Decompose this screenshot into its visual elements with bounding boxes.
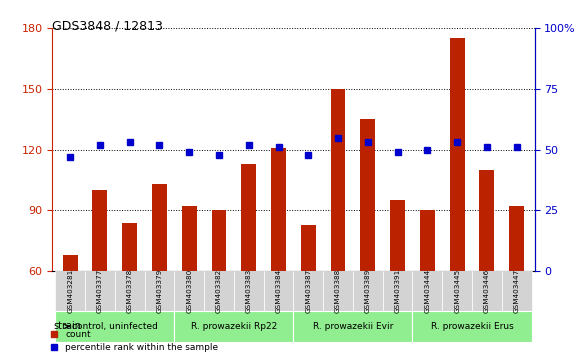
FancyBboxPatch shape <box>502 271 532 310</box>
Bar <box>301 224 315 271</box>
Bar <box>241 164 256 271</box>
Text: GSM403447: GSM403447 <box>514 269 519 313</box>
FancyBboxPatch shape <box>174 271 204 310</box>
Text: GSM403384: GSM403384 <box>275 269 282 313</box>
Text: GDS3848 / 12813: GDS3848 / 12813 <box>52 19 163 33</box>
Text: GSM403281: GSM403281 <box>67 269 73 313</box>
Bar <box>509 206 524 271</box>
Text: GSM403377: GSM403377 <box>97 269 103 313</box>
Text: strain: strain <box>54 321 82 331</box>
Bar <box>211 210 227 271</box>
Bar <box>450 39 465 271</box>
Bar <box>390 200 405 271</box>
Bar <box>479 170 494 271</box>
Bar <box>122 223 137 271</box>
Legend: count, percentile rank within the sample: count, percentile rank within the sample <box>47 326 222 354</box>
Text: R. prowazekii Evir: R. prowazekii Evir <box>313 322 393 331</box>
FancyBboxPatch shape <box>293 310 413 342</box>
Bar <box>63 255 78 271</box>
FancyBboxPatch shape <box>204 271 234 310</box>
FancyBboxPatch shape <box>472 271 502 310</box>
Text: GSM403379: GSM403379 <box>156 269 163 313</box>
FancyBboxPatch shape <box>264 271 293 310</box>
FancyBboxPatch shape <box>115 271 145 310</box>
FancyBboxPatch shape <box>234 271 264 310</box>
Text: R. prowazekii Rp22: R. prowazekii Rp22 <box>191 322 277 331</box>
Text: GSM403446: GSM403446 <box>484 269 490 313</box>
Bar <box>271 148 286 271</box>
FancyBboxPatch shape <box>55 271 85 310</box>
FancyBboxPatch shape <box>55 310 174 342</box>
FancyBboxPatch shape <box>383 271 413 310</box>
Bar <box>182 206 196 271</box>
FancyBboxPatch shape <box>174 310 293 342</box>
Text: GSM403389: GSM403389 <box>365 269 371 313</box>
Text: control, uninfected: control, uninfected <box>72 322 157 331</box>
Text: GSM403387: GSM403387 <box>305 269 311 313</box>
Text: GSM403383: GSM403383 <box>246 269 252 313</box>
FancyBboxPatch shape <box>353 271 383 310</box>
FancyBboxPatch shape <box>85 271 115 310</box>
Bar <box>420 210 435 271</box>
Text: R. prowazekii Erus: R. prowazekii Erus <box>431 322 514 331</box>
FancyBboxPatch shape <box>413 310 532 342</box>
Bar <box>92 190 107 271</box>
FancyBboxPatch shape <box>145 271 174 310</box>
Bar <box>152 184 167 271</box>
Text: GSM403380: GSM403380 <box>187 269 192 313</box>
Text: GSM403382: GSM403382 <box>216 269 222 313</box>
Bar <box>360 119 375 271</box>
Text: GSM403391: GSM403391 <box>394 269 400 313</box>
FancyBboxPatch shape <box>413 271 442 310</box>
Text: GSM403445: GSM403445 <box>454 269 460 313</box>
FancyBboxPatch shape <box>293 271 323 310</box>
Text: GSM403378: GSM403378 <box>127 269 132 313</box>
FancyBboxPatch shape <box>323 271 353 310</box>
Text: GSM403388: GSM403388 <box>335 269 341 313</box>
Text: GSM403444: GSM403444 <box>424 269 431 313</box>
FancyBboxPatch shape <box>442 271 472 310</box>
Bar <box>331 89 346 271</box>
